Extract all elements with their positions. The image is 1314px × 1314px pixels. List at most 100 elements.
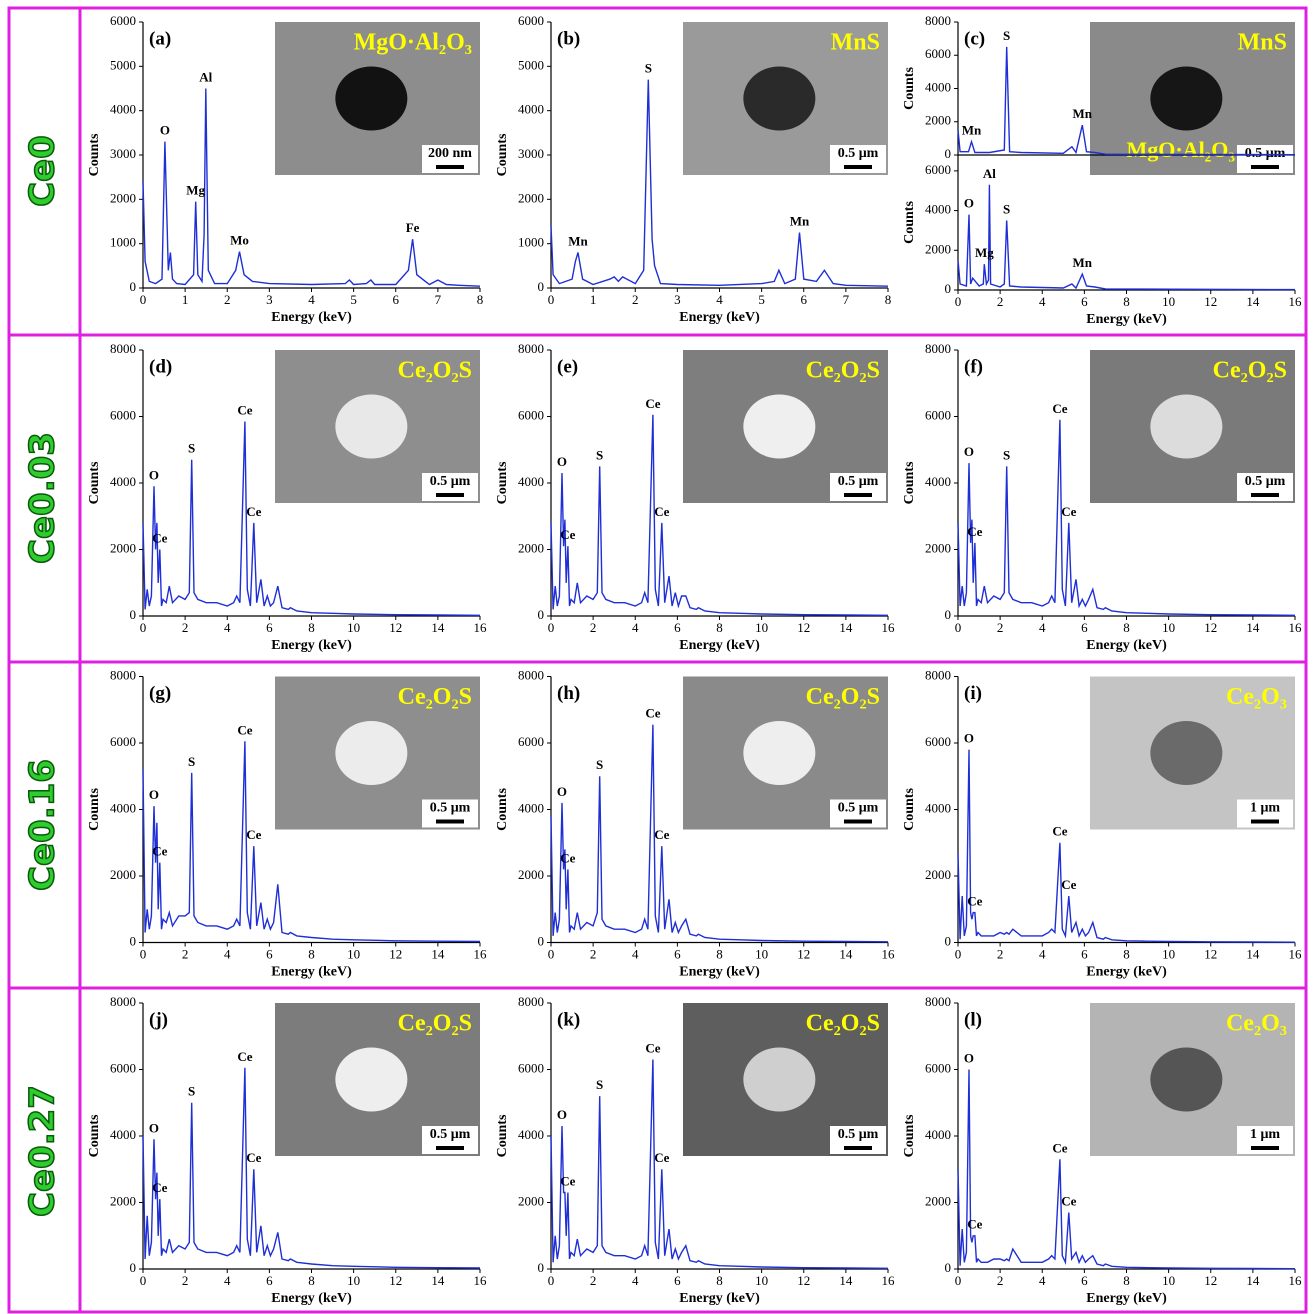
y-tick-label: 2000 [518,867,544,882]
inset-particle [743,67,815,131]
y-tick-label: 4000 [110,102,136,117]
y-tick-label: 6000 [925,407,951,422]
inset-sublabel: MgO·Al₂O₃ [1126,137,1235,162]
x-tick-label: 4 [1039,1273,1046,1288]
x-tick-label: 2 [997,1273,1004,1288]
y-tick-label: 6000 [518,734,544,749]
peak-label: Ce [1061,877,1076,892]
peak-label: Ce [645,1041,660,1056]
peak-label: Ce [237,1049,252,1064]
panel-label: (f) [964,356,983,377]
peak-label: Mn [962,123,982,138]
y-axis-label: Counts [902,201,917,244]
peak-label: S [596,757,603,772]
scale-text: 200 nm [428,146,472,161]
panel-label: (i) [964,683,982,704]
panel-label: (a) [149,28,171,49]
peak-label: O [557,454,567,469]
inset-label: Ce₂O₂S [398,1011,472,1037]
x-tick-label: 6 [1081,620,1088,635]
peak-label: O [964,731,974,746]
x-tick-label: 0 [548,620,555,635]
peak-label: Ce [237,722,252,737]
y-tick-label: 0 [945,281,952,296]
scale-text: 0.5 μm [838,801,879,816]
y-tick-label: 0 [130,279,137,294]
x-tick-label: 14 [431,1273,445,1288]
x-tick-label: 6 [1081,1273,1088,1288]
scale-bar [436,820,464,824]
peak-label: Ce [645,706,660,721]
x-tick-label: 6 [266,1273,273,1288]
y-tick-label: 8000 [110,667,136,682]
y-tick-label: 8000 [925,341,951,356]
peak-label: Ce [152,844,167,859]
y-axis-label: Counts [902,788,917,831]
x-tick-label: 2 [997,946,1004,961]
y-tick-label: 2000 [110,190,136,205]
peak-label: O [160,123,170,138]
y-tick-label: 6000 [110,13,136,28]
peak-label: O [149,467,159,482]
y-tick-label: 6000 [518,13,544,28]
y-tick-label: 4000 [925,800,951,815]
y-tick-label: 2000 [925,1193,951,1208]
y-tick-label: 4000 [925,202,951,217]
peak-label: S [596,447,603,462]
y-tick-label: 2000 [518,540,544,555]
peak-label: Mn [1073,255,1093,270]
y-axis-label: Counts [902,1114,917,1157]
x-tick-label: 0 [955,620,962,635]
x-axis-label: Energy (keV) [271,310,352,325]
y-tick-label: 4000 [110,1127,136,1142]
x-tick-label: 4 [1039,620,1046,635]
y-tick-label: 4000 [925,79,951,94]
x-tick-label: 14 [431,620,445,635]
x-tick-label: 10 [347,1273,360,1288]
y-tick-label: 4000 [110,800,136,815]
scale-bar [844,1146,872,1150]
x-tick-label: 12 [1204,946,1217,961]
inset-particle [743,1048,815,1112]
peak-label: Mg [975,245,994,260]
scale-bar [436,165,464,169]
x-tick-label: 8 [1123,946,1130,961]
peak-label: Ce [246,504,261,519]
y-tick-label: 6000 [110,407,136,422]
y-tick-label: 8000 [110,994,136,1009]
y-tick-label: 2000 [925,540,951,555]
x-tick-label: 5 [350,292,357,307]
panel-label: (k) [557,1009,580,1030]
x-tick-label: 16 [474,946,488,961]
x-tick-label: 0 [140,1273,147,1288]
x-tick-label: 10 [1162,620,1175,635]
peak-label: Ce [654,827,669,842]
panel-label: (h) [557,683,580,704]
x-axis-label: Energy (keV) [1086,638,1167,653]
scale-bar [436,493,464,497]
peak-label: S [188,1084,195,1099]
x-tick-label: 14 [839,1273,853,1288]
peak-label: Mn [790,214,810,229]
x-tick-label: 6 [674,620,681,635]
x-tick-label: 6 [1081,294,1088,309]
y-tick-label: 3000 [110,146,136,161]
panel-label: (j) [149,1009,168,1030]
scale-text: 0.5 μm [838,474,879,489]
y-tick-label: 8000 [518,667,544,682]
inset-particle [335,395,407,459]
x-tick-label: 6 [393,292,400,307]
x-tick-label: 14 [1246,294,1260,309]
peak-label: Ce [654,1150,669,1165]
peak-label: Al [199,69,212,84]
scale-text: 0.5 μm [430,474,471,489]
x-tick-label: 4 [1039,294,1046,309]
x-tick-label: 2 [182,946,189,961]
scale-bar [436,1146,464,1150]
peak-label: S [188,441,195,456]
x-tick-label: 2 [182,620,189,635]
peak-label: Ce [152,1180,167,1195]
y-tick-label: 6000 [925,734,951,749]
peak-label: O [149,787,159,802]
scale-text: 0.5 μm [838,146,879,161]
